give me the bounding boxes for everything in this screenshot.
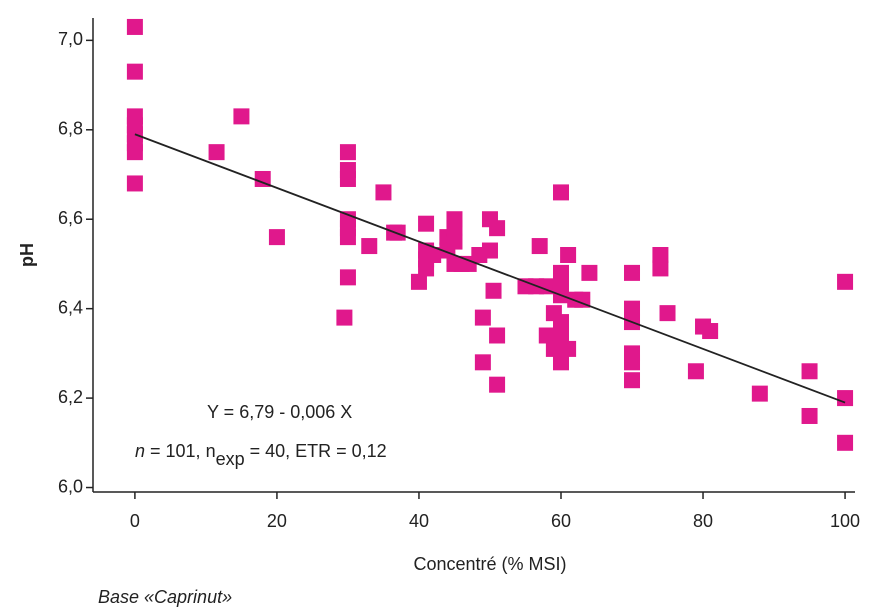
point	[751, 385, 768, 402]
point	[489, 376, 506, 393]
point	[624, 354, 641, 371]
point	[481, 242, 498, 259]
point	[801, 363, 818, 380]
point	[339, 229, 356, 246]
point	[624, 300, 641, 317]
x-tick-label: 20	[267, 511, 287, 531]
point	[418, 215, 435, 232]
point	[339, 170, 356, 187]
point	[208, 144, 225, 161]
point	[552, 184, 569, 201]
point	[552, 273, 569, 290]
point	[801, 407, 818, 424]
point	[268, 229, 285, 246]
point	[624, 264, 641, 281]
y-tick-label: 7,0	[58, 29, 83, 49]
point	[126, 175, 143, 192]
point	[361, 238, 378, 255]
point	[624, 372, 641, 389]
point	[560, 340, 577, 357]
point	[574, 291, 591, 308]
point	[474, 309, 491, 326]
y-tick-label: 6,8	[58, 119, 83, 139]
footnote: Base «Caprinut»	[98, 587, 232, 607]
point	[126, 18, 143, 35]
y-tick-label: 6,6	[58, 208, 83, 228]
point	[418, 260, 435, 277]
point	[375, 184, 392, 201]
x-axis-label: Concentré (% MSI)	[413, 554, 566, 574]
point	[687, 363, 704, 380]
point	[552, 314, 569, 331]
point	[659, 305, 676, 322]
x-tick-label: 40	[409, 511, 429, 531]
point	[837, 273, 854, 290]
point	[531, 238, 548, 255]
point	[339, 269, 356, 286]
point	[233, 108, 250, 125]
annotation-part: = 101, n	[145, 441, 216, 461]
point	[485, 282, 502, 299]
annotation-part: = 40, ETR = 0,12	[245, 441, 387, 461]
point	[581, 264, 598, 281]
annotation: n = 101, nexp = 40, ETR = 0,12	[135, 441, 387, 469]
x-tick-label: 0	[130, 511, 140, 531]
point	[489, 220, 506, 237]
point	[425, 247, 442, 263]
point	[652, 260, 669, 277]
point	[837, 434, 854, 451]
y-tick-label: 6,2	[58, 387, 83, 407]
point	[489, 327, 506, 344]
point	[837, 390, 854, 407]
point	[446, 220, 463, 237]
point	[126, 144, 143, 161]
point	[446, 233, 463, 250]
x-tick-label: 80	[693, 511, 713, 531]
y-tick-label: 6,4	[58, 297, 83, 317]
y-tick-label: 6,0	[58, 476, 83, 496]
point	[652, 247, 669, 263]
annotation-part: exp	[216, 449, 245, 469]
point	[410, 273, 427, 290]
annotation-part: n	[135, 441, 145, 461]
x-tick-label: 60	[551, 511, 571, 531]
point	[336, 309, 353, 326]
point	[254, 170, 271, 187]
annotation: Y = 6,79 - 0,006 X	[207, 402, 352, 422]
point	[339, 144, 356, 161]
point	[538, 327, 555, 344]
point	[552, 327, 569, 344]
point	[126, 63, 143, 80]
point	[538, 278, 555, 295]
regression-line	[134, 133, 846, 404]
x-tick-label: 100	[830, 511, 860, 531]
y-axis-label: pH	[17, 243, 37, 267]
point	[552, 354, 569, 371]
point	[702, 323, 719, 340]
point	[474, 354, 491, 371]
point	[560, 247, 577, 263]
